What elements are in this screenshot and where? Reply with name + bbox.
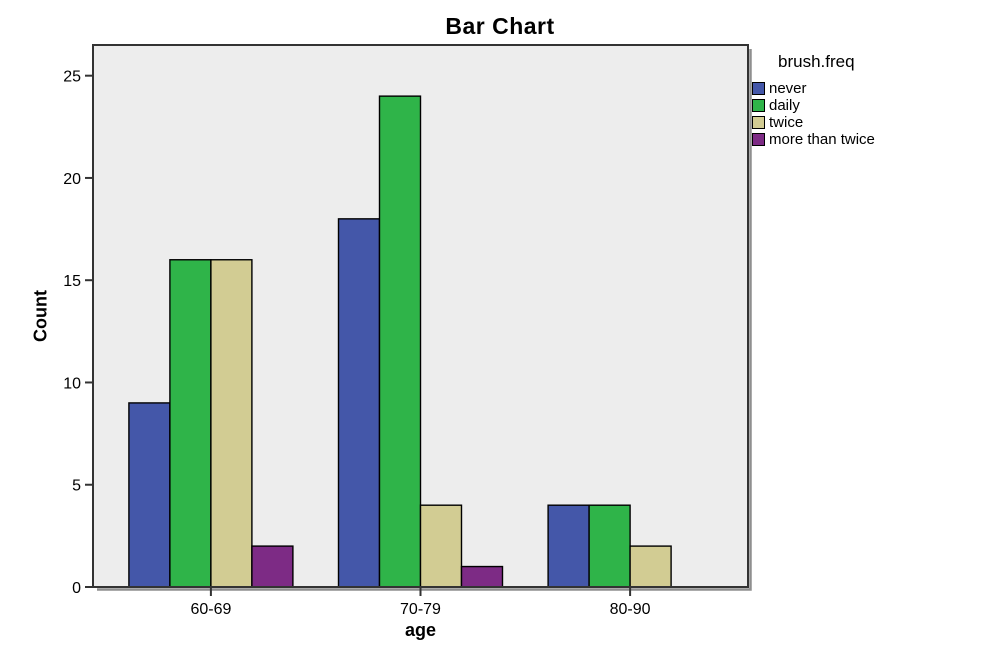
y-tick-label: 10	[63, 375, 81, 392]
legend-item: more than twice	[752, 131, 992, 148]
legend-item: daily	[752, 97, 992, 114]
y-tick-label: 25	[63, 69, 81, 86]
legend-label: daily	[769, 97, 800, 114]
y-tick-label: 5	[72, 478, 81, 495]
legend-label: never	[769, 80, 807, 97]
y-axis-title: Count	[30, 290, 51, 342]
legend-swatch-more-than-twice	[752, 133, 765, 146]
y-tick-label: 0	[72, 580, 81, 597]
plot-frame-shadow	[97, 49, 752, 591]
x-tick-label: 70-79	[400, 601, 441, 618]
legend-swatch-never	[752, 82, 765, 95]
y-tick-label: 20	[63, 171, 81, 188]
bar-80-90-twice	[629, 545, 672, 588]
bar-70-79-never	[337, 218, 381, 588]
bar-70-79-daily	[378, 95, 422, 588]
x-tick-label: 60-69	[190, 601, 231, 618]
legend-items: never daily twice more than twice	[752, 80, 992, 148]
bar-70-79-more-than-twice	[460, 565, 504, 588]
bar-80-90-daily	[588, 504, 631, 588]
bar-60-69-never	[128, 402, 171, 588]
legend-title: brush.freq	[778, 52, 855, 71]
legend-item: never	[752, 80, 992, 97]
bar-70-79-twice	[419, 504, 463, 588]
bar-60-69-daily	[169, 259, 212, 588]
bar-80-90-never	[547, 504, 590, 588]
legend-swatch-twice	[752, 116, 765, 129]
legend-swatch-daily	[752, 99, 765, 112]
bar-60-69-twice	[210, 259, 253, 588]
chart-title: Bar Chart	[445, 13, 555, 39]
y-tick-label: 15	[63, 273, 81, 290]
x-tick-label: 80-90	[610, 601, 651, 618]
legend-item: twice	[752, 114, 992, 131]
legend: brush.freq never daily twice more than twic…	[752, 52, 992, 148]
legend-label: twice	[769, 114, 804, 131]
x-axis-title: age	[404, 620, 437, 640]
legend-label: more than twice	[769, 131, 875, 148]
bar-60-69-more-than-twice	[251, 545, 294, 588]
